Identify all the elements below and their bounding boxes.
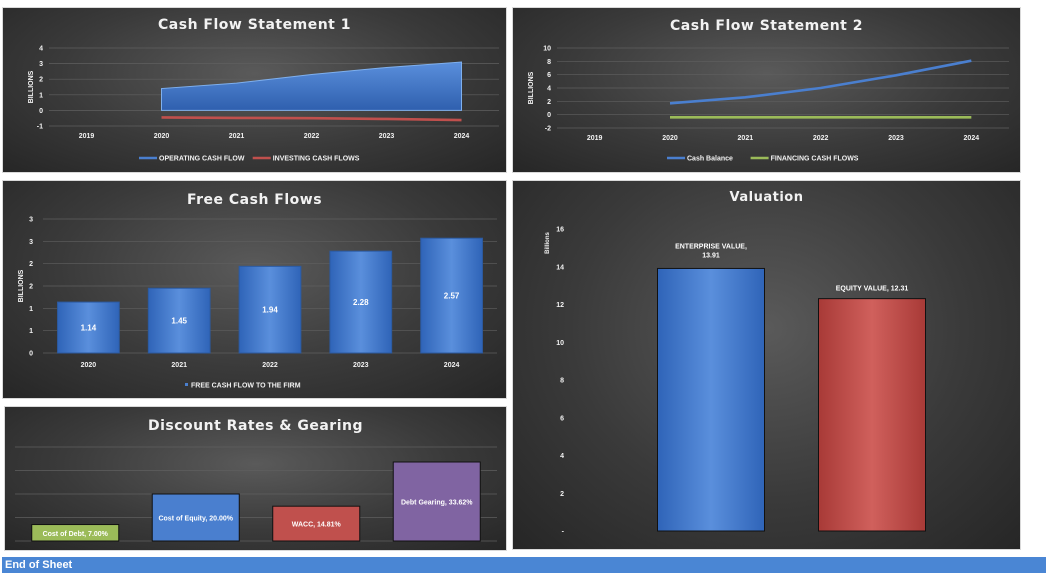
bar: [329, 250, 393, 354]
y-tick-label: 14: [556, 264, 564, 271]
y-axis-label: Billions: [545, 232, 551, 254]
legend-swatch: [185, 383, 188, 386]
x-tick-label: 2019: [587, 135, 603, 142]
x-tick-label: 2020: [154, 133, 170, 140]
y-tick-label: 4: [547, 86, 551, 93]
y-tick-label: 2: [560, 491, 564, 498]
bar-value-label-2: 13.91: [702, 252, 720, 259]
legend-label: Cash Balance: [687, 156, 733, 163]
y-axis-label: BILLIONS: [28, 70, 35, 103]
legend-label: FINANCING CASH FLOWS: [771, 156, 859, 163]
bar-value-label: EQUITY VALUE, 12.31: [836, 286, 909, 293]
y-tick-label: 1: [29, 306, 33, 313]
x-tick-label: 2024: [964, 135, 980, 142]
bar: [238, 265, 302, 354]
chart-plot: 3 3 2 2 1 1 0 BILLIONS 1.14 2020 1.45 2021 1.94 2022 2…: [18, 217, 497, 390]
y-tick-label: 8: [547, 59, 551, 66]
end-of-sheet-bar: End of Sheet: [2, 557, 1046, 573]
bar-value-label: 2.28: [353, 298, 369, 307]
chart-plot: Cost of Debt, 7.00% Cost of Equity, 20.00…: [15, 446, 497, 542]
y-tick-label: -2: [545, 126, 551, 133]
chart-valuation: Valuation 16 14 12 10 8 6 4 2 - Billions ENTERPRIS…: [512, 180, 1021, 550]
bar-value-label: Cost of Debt, 7.00%: [43, 531, 109, 538]
bar-value-label: 2.57: [444, 292, 460, 301]
legend-label: INVESTING CASH FLOWS: [273, 156, 360, 163]
x-tick-label: 2020: [662, 135, 678, 142]
y-tick-label: 16: [556, 227, 564, 234]
bar-value-label: WACC, 14.81%: [292, 522, 342, 529]
x-tick-label: 2021: [738, 135, 754, 142]
y-tick-label: 2: [29, 261, 33, 268]
x-tick-label: 2022: [304, 133, 320, 140]
y-tick-label: 6: [560, 415, 564, 422]
bar-value-label: ENTERPRISE VALUE,: [675, 243, 747, 250]
y-tick-label: 12: [556, 302, 564, 309]
x-tick-label: 2023: [888, 135, 904, 142]
chart-discount-rates-gearing: Discount Rates & Gearing Cost of Debt, 7…: [4, 406, 507, 551]
x-tick-label: 2020: [81, 362, 97, 369]
y-tick-label: 2: [39, 77, 43, 84]
bar: [818, 298, 926, 532]
chart-title: Discount Rates & Gearing: [148, 418, 363, 434]
y-tick-label: 2: [29, 284, 33, 291]
y-tick-label: 0: [547, 112, 551, 119]
bar: [57, 301, 120, 354]
legend-label: OPERATING CASH FLOW: [159, 156, 245, 163]
chart-plot: 10 8 6 4 2 0 -2 2019 2020 2021 2022 2023 2024 BILLION…: [528, 46, 1009, 163]
x-tick-label: 2022: [262, 362, 278, 369]
y-tick-label: 0: [29, 351, 33, 358]
x-tick-label: 2019: [79, 133, 95, 140]
bar: [31, 524, 120, 542]
chart-cash-flow-statement-1: Cash Flow Statement 1 4 3 2 1 0 -1 2019 2020 202…: [2, 7, 507, 173]
chart-title: Valuation: [729, 190, 804, 205]
bar-value-label: 1.94: [262, 306, 278, 315]
bar-value-label: Cost of Equity, 20.00%: [158, 516, 233, 523]
y-tick-label: 10: [556, 340, 564, 347]
chart-plot: 4 3 2 1 0 -1 2019 2020 2021 2022 2023 2024 BILLIONS O…: [28, 46, 499, 163]
y-tick-label: 0: [39, 108, 43, 115]
y-tick-label: 4: [39, 46, 43, 53]
y-axis-label: BILLIONS: [528, 71, 535, 104]
bar-value-label: Debt Gearing, 33.62%: [401, 499, 473, 506]
x-tick-label: 2023: [379, 133, 395, 140]
chart-free-cash-flows: Free Cash Flows 3 3 2 2 1 1 0 BILLIONS 1.14 2020 1…: [2, 180, 507, 399]
y-tick-label: -: [562, 529, 565, 536]
series-area-0: [161, 61, 462, 111]
chart-title: Cash Flow Statement 1: [158, 17, 351, 33]
bar: [420, 237, 483, 354]
y-tick-label: 3: [29, 217, 33, 224]
x-tick-label: 2024: [454, 133, 470, 140]
series-line-0: [669, 59, 972, 105]
x-tick-label: 2021: [171, 362, 187, 369]
chart-plot: 16 14 12 10 8 6 4 2 - Billions ENTERPRISE VALUE, 13…: [545, 227, 926, 536]
bar: [657, 267, 765, 532]
series-line-1: [161, 116, 462, 122]
y-tick-label: -1: [37, 124, 43, 131]
y-tick-label: 4: [560, 453, 564, 460]
bar: [272, 505, 361, 542]
chart-cash-flow-statement-2: Cash Flow Statement 2 10 8 6 4 2 0 -2 2019 2020 2…: [512, 7, 1021, 173]
y-tick-label: 10: [543, 46, 551, 53]
y-tick-label: 1: [29, 328, 33, 335]
y-tick-label: 3: [39, 61, 43, 68]
bar-value-label: 1.14: [81, 324, 97, 333]
bar: [147, 287, 211, 354]
chart-title: Free Cash Flows: [186, 192, 323, 208]
x-tick-label: 2023: [353, 362, 369, 369]
y-axis-label: BILLIONS: [18, 269, 25, 302]
y-tick-label: 6: [547, 72, 551, 79]
bar-value-label: 1.45: [171, 317, 187, 326]
y-tick-label: 3: [29, 239, 33, 246]
y-tick-label: 2: [547, 99, 551, 106]
x-tick-label: 2024: [444, 362, 460, 369]
y-tick-label: 1: [39, 92, 43, 99]
x-tick-label: 2021: [229, 133, 245, 140]
chart-title: Cash Flow Statement 2: [670, 18, 863, 34]
legend-label: FREE CASH FLOW TO THE FIRM: [191, 383, 301, 390]
bar: [392, 461, 481, 542]
x-tick-label: 2022: [813, 135, 829, 142]
bar: [151, 493, 240, 542]
y-tick-label: 8: [560, 378, 564, 385]
